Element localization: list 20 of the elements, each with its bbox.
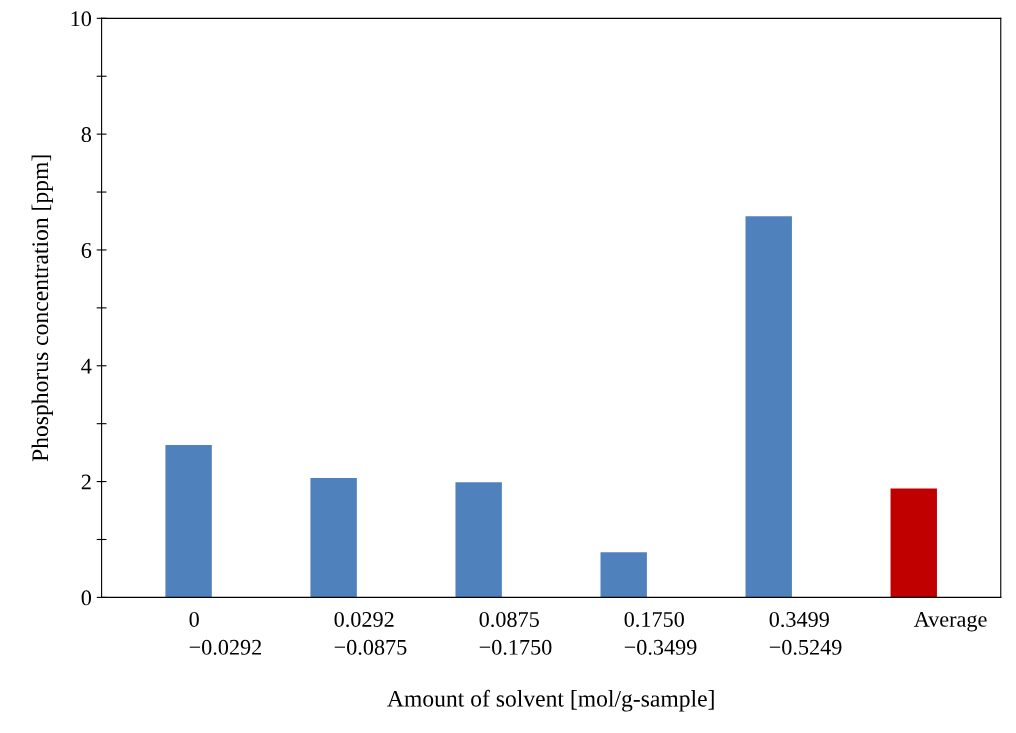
- x-tick-label: 0.0875 −0.1750: [479, 611, 552, 655]
- y-tick-label: 4: [81, 358, 92, 374]
- x-tick-label: 0.1750 −0.3499: [624, 611, 697, 655]
- y-tick-label: 0: [81, 590, 92, 606]
- bar: [310, 478, 357, 598]
- bar: [890, 488, 937, 598]
- bar: [745, 216, 792, 598]
- bar: [600, 552, 647, 598]
- y-tick-label: 8: [81, 127, 92, 143]
- y-axis-title: Phosphorus concentration [ppm]: [31, 155, 53, 462]
- x-tick-label: 0 −0.0292: [189, 611, 262, 655]
- bar: [455, 482, 502, 598]
- y-tick-label: 2: [81, 474, 91, 490]
- y-tick-label: 10: [71, 11, 92, 27]
- y-tick-label: 6: [81, 242, 92, 258]
- x-tick-label: 0.0292 −0.0875: [334, 611, 407, 655]
- x-tick-label: 0.3499 −0.5249: [769, 611, 842, 655]
- x-axis-title: Amount of solvent [mol/g-sample]: [387, 689, 714, 712]
- bar: [165, 445, 212, 598]
- x-tick-label: Average: [913, 611, 987, 632]
